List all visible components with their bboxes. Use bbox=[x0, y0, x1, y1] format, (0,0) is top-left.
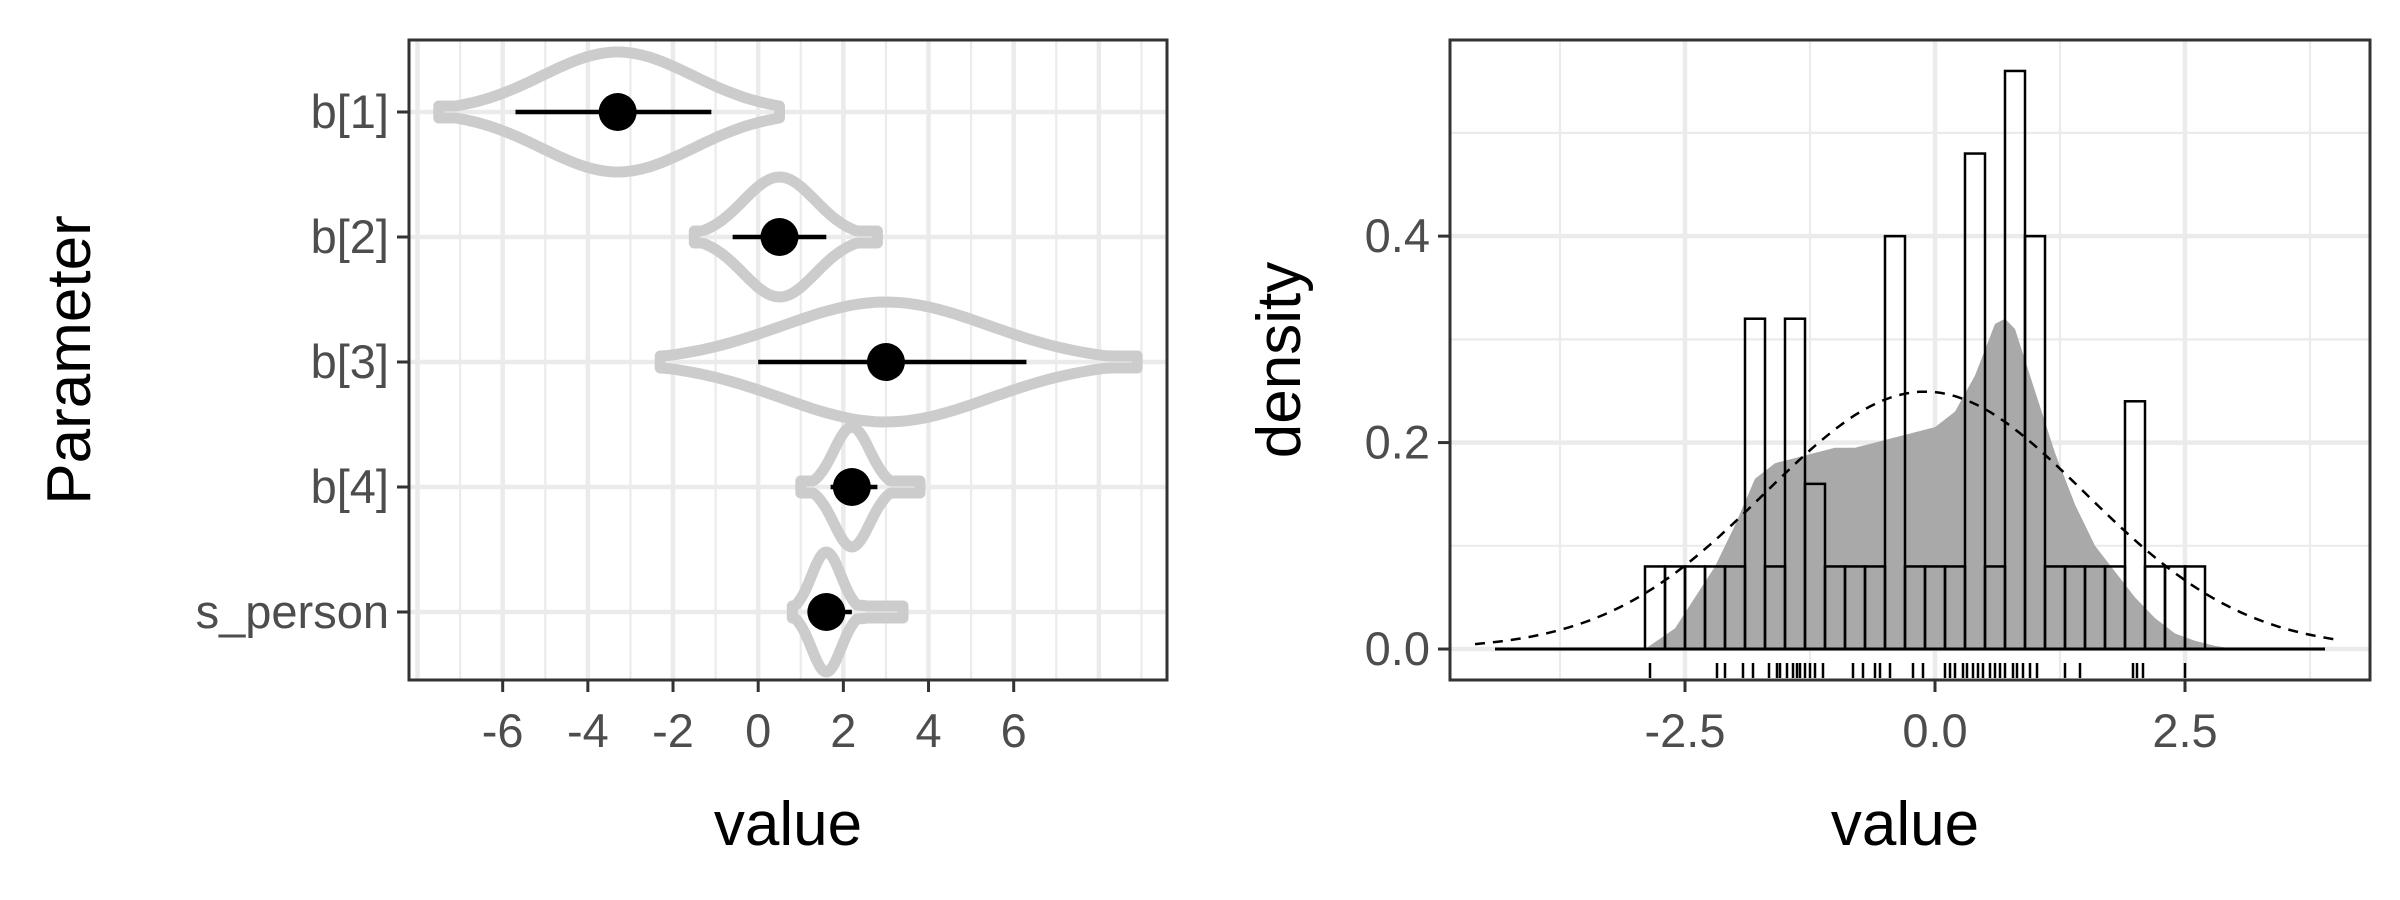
violin-shapes bbox=[433, 46, 1143, 678]
histogram-y-axis-title: density bbox=[1245, 262, 1314, 458]
x-tick-label: 0 bbox=[745, 704, 771, 757]
violin-panel: b[1] b[2] b[3] b[4] s_person -6 -4 -2 0 2 4 6 value… bbox=[35, 38, 1169, 859]
x-tick-label: -6 bbox=[482, 704, 524, 757]
normal-curve-line bbox=[1474, 390, 2336, 646]
histogram-bar bbox=[2123, 400, 2147, 651]
x-tick-label: -4 bbox=[567, 704, 609, 757]
y-tick-label: b[2] bbox=[311, 210, 389, 263]
x-tick-label: 6 bbox=[1001, 704, 1027, 757]
y-tick-label: 0.0 bbox=[1365, 622, 1430, 675]
histogram-bar bbox=[1963, 152, 1987, 651]
histogram-panel-border bbox=[1448, 38, 2372, 682]
median-point-b[2] bbox=[760, 218, 799, 256]
histogram-x-axis-title: value bbox=[1831, 790, 1979, 859]
x-tick-label: 4 bbox=[915, 704, 941, 757]
violin-panel-border bbox=[407, 38, 1169, 682]
histogram-bar bbox=[2183, 565, 2207, 651]
y-tick-label: b[1] bbox=[311, 85, 389, 138]
rug-marks bbox=[1648, 663, 2187, 678]
histogram-bars bbox=[1495, 69, 2325, 651]
normal-curve bbox=[1474, 390, 2336, 646]
histogram-bar bbox=[1743, 317, 1767, 651]
violin-b[4] bbox=[795, 421, 926, 553]
violin-x-axis-title: value bbox=[714, 790, 862, 859]
violin-y-axis-title: Parameter bbox=[35, 215, 104, 504]
violin-b[2] bbox=[688, 171, 883, 303]
median-point-b[4] bbox=[832, 468, 871, 506]
median-point-s_person bbox=[807, 593, 846, 631]
y-tick-label: 0.2 bbox=[1365, 416, 1430, 469]
violin-s_person bbox=[786, 546, 909, 678]
median-point-b[1] bbox=[598, 93, 637, 131]
histogram-panel: -2.5 0.0 2.5 0.0 0.2 0.4 value density bbox=[1245, 38, 2372, 859]
histogram-bar bbox=[2023, 234, 2047, 651]
y-tick-label: b[4] bbox=[311, 460, 389, 513]
histogram-axes: -2.5 0.0 2.5 0.0 0.2 0.4 bbox=[1365, 209, 2218, 757]
y-tick-label: s_person bbox=[196, 585, 389, 638]
x-tick-label: 0.0 bbox=[1902, 704, 1967, 757]
violin-b[1] bbox=[433, 46, 785, 178]
violin-axes: b[1] b[2] b[3] b[4] s_person -6 -4 -2 0 2 4 6 bbox=[196, 85, 1027, 757]
median-points bbox=[598, 93, 905, 631]
x-tick-label: 2.5 bbox=[2152, 704, 2217, 757]
histogram-bar bbox=[1883, 234, 1907, 651]
y-tick-label: 0.4 bbox=[1365, 209, 1430, 262]
y-tick-label: b[3] bbox=[311, 335, 389, 388]
x-tick-label: -2.5 bbox=[1645, 704, 1726, 757]
median-point-b[3] bbox=[866, 343, 905, 381]
violin-b[3] bbox=[654, 296, 1143, 428]
x-tick-label: -2 bbox=[652, 704, 694, 757]
x-tick-label: 2 bbox=[830, 704, 856, 757]
